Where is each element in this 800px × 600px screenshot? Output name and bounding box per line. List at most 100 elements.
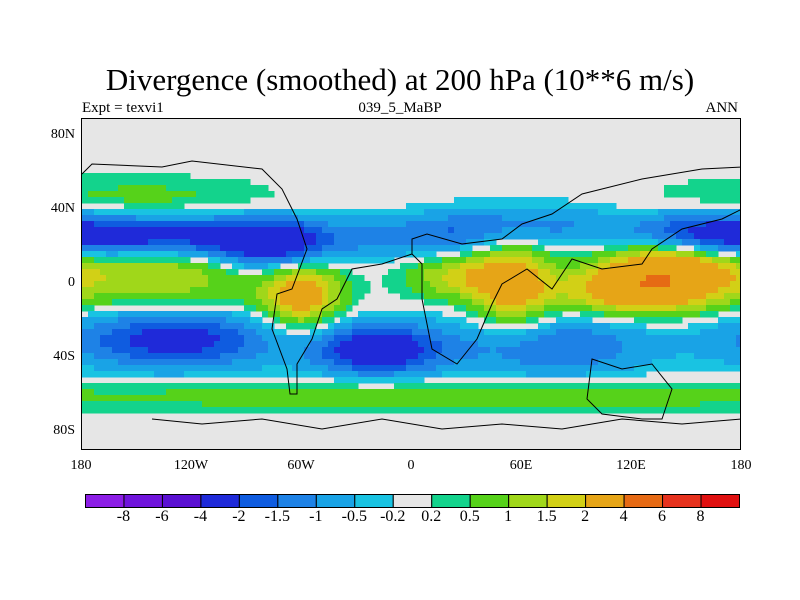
field-cell [448, 221, 455, 228]
field-cell [268, 407, 275, 414]
field-cell [712, 299, 719, 306]
field-cell [256, 293, 263, 300]
field-cell [226, 209, 233, 216]
field-cell [136, 197, 143, 204]
field-cell [556, 227, 563, 234]
field-cell [364, 227, 371, 234]
field-cell [256, 365, 263, 372]
field-cell [136, 311, 143, 318]
field-cell [514, 275, 521, 282]
field-cell [562, 365, 569, 372]
field-cell [100, 383, 107, 390]
field-cell [232, 215, 239, 222]
field-cell [652, 407, 659, 414]
field-cell [520, 401, 527, 408]
field-cell [622, 395, 629, 402]
field-cell [400, 311, 407, 318]
field-cell [610, 341, 617, 348]
field-cell [142, 341, 149, 348]
field-cell [586, 215, 593, 222]
field-cell [442, 383, 449, 390]
field-cell [340, 215, 347, 222]
field-cell [88, 287, 95, 294]
field-cell [556, 293, 563, 300]
field-cell [112, 347, 119, 354]
field-cell [268, 239, 275, 246]
field-cell [208, 251, 215, 258]
field-cell [226, 281, 233, 288]
field-cell [100, 365, 107, 372]
field-cell [82, 323, 89, 330]
field-cell [394, 395, 401, 402]
field-cell [322, 407, 329, 414]
field-cell [328, 341, 335, 348]
field-cell [424, 221, 431, 228]
field-cell [664, 239, 671, 246]
field-cell [160, 311, 167, 318]
field-cell [454, 305, 461, 312]
field-cell [208, 257, 215, 264]
field-cell [94, 383, 101, 390]
field-cell [604, 287, 611, 294]
field-cell [112, 269, 119, 276]
field-cell [478, 221, 485, 228]
field-cell [484, 395, 491, 402]
field-cell [394, 281, 401, 288]
field-cell [430, 317, 437, 324]
field-cell [718, 365, 725, 372]
field-cell [682, 215, 689, 222]
field-cell [178, 311, 185, 318]
field-cell [718, 353, 725, 360]
field-cell [496, 389, 503, 396]
field-cell [352, 251, 359, 258]
field-cell [196, 371, 203, 378]
field-cell [598, 341, 605, 348]
field-cell [250, 359, 257, 366]
field-cell [124, 383, 131, 390]
field-cell [574, 251, 581, 258]
field-cell [700, 395, 707, 402]
field-cell [376, 227, 383, 234]
field-cell [664, 215, 671, 222]
field-cell [322, 245, 329, 252]
field-cell [598, 203, 605, 210]
field-cell [706, 341, 713, 348]
field-cell [676, 335, 683, 342]
field-cell [640, 353, 647, 360]
field-cell [334, 377, 341, 384]
field-cell [640, 347, 647, 354]
field-cell [718, 269, 725, 276]
field-cell [592, 209, 599, 216]
field-cell [88, 383, 95, 390]
field-cell [310, 281, 317, 288]
field-cell [628, 227, 635, 234]
field-cell [142, 389, 149, 396]
field-cell [370, 209, 377, 216]
field-cell [250, 383, 257, 390]
field-cell [292, 287, 299, 294]
field-cell [358, 401, 365, 408]
field-cell [136, 209, 143, 216]
field-cell [208, 221, 215, 228]
field-cell [154, 389, 161, 396]
field-cell [700, 257, 707, 264]
field-cell [292, 305, 299, 312]
field-cell [172, 389, 179, 396]
field-cell [106, 245, 113, 252]
field-cell [190, 401, 197, 408]
field-cell [586, 287, 593, 294]
field-cell [496, 269, 503, 276]
field-cell [658, 335, 665, 342]
field-cell [202, 395, 209, 402]
field-cell [142, 275, 149, 282]
field-cell [436, 311, 443, 318]
field-cell [250, 233, 257, 240]
field-cell [94, 353, 101, 360]
field-cell [346, 233, 353, 240]
field-cell [382, 227, 389, 234]
field-cell [472, 395, 479, 402]
field-cell [190, 191, 197, 198]
field-cell [370, 347, 377, 354]
field-cell [298, 281, 305, 288]
field-cell [286, 317, 293, 324]
